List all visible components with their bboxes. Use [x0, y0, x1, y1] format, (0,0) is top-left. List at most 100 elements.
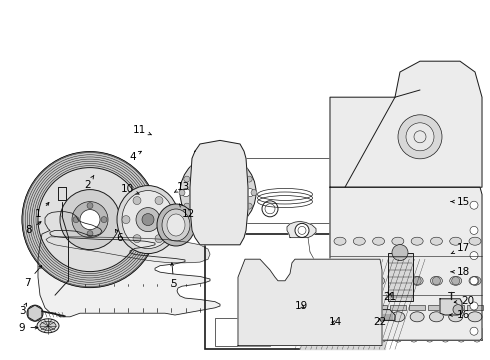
Bar	[351, 305, 368, 310]
Circle shape	[136, 208, 160, 231]
Circle shape	[190, 165, 246, 221]
Circle shape	[374, 331, 382, 339]
Circle shape	[410, 334, 418, 342]
Circle shape	[155, 235, 163, 243]
Text: 11: 11	[133, 125, 151, 135]
Ellipse shape	[392, 276, 404, 285]
Circle shape	[166, 216, 174, 224]
Circle shape	[331, 334, 339, 342]
Polygon shape	[287, 221, 316, 238]
Ellipse shape	[334, 237, 346, 245]
Text: 4: 4	[129, 151, 142, 162]
Ellipse shape	[157, 204, 195, 246]
Ellipse shape	[372, 276, 385, 285]
Polygon shape	[300, 259, 385, 349]
Polygon shape	[330, 187, 482, 340]
Polygon shape	[190, 140, 248, 245]
Circle shape	[251, 190, 257, 195]
Ellipse shape	[333, 312, 347, 322]
Ellipse shape	[430, 276, 442, 285]
Circle shape	[22, 152, 158, 288]
Ellipse shape	[449, 312, 463, 322]
Polygon shape	[440, 299, 462, 315]
Circle shape	[197, 166, 203, 172]
Circle shape	[244, 331, 252, 339]
Bar	[330, 328, 482, 340]
Polygon shape	[238, 259, 382, 346]
Circle shape	[453, 305, 463, 315]
Bar	[428, 305, 444, 310]
Circle shape	[233, 166, 239, 172]
Bar	[370, 305, 387, 310]
Circle shape	[180, 154, 256, 231]
Ellipse shape	[167, 214, 185, 236]
Text: 17: 17	[451, 243, 470, 254]
Bar	[409, 305, 425, 310]
Ellipse shape	[353, 276, 365, 285]
Circle shape	[471, 277, 479, 285]
Text: 6: 6	[116, 229, 123, 243]
Text: 21: 21	[383, 292, 396, 302]
Circle shape	[230, 208, 238, 216]
Circle shape	[287, 331, 295, 339]
Circle shape	[133, 235, 141, 243]
Circle shape	[122, 216, 130, 224]
Ellipse shape	[450, 276, 462, 285]
Circle shape	[394, 277, 402, 285]
Circle shape	[230, 169, 238, 177]
Circle shape	[233, 213, 239, 219]
Text: 3: 3	[19, 303, 26, 316]
Ellipse shape	[410, 312, 424, 322]
Bar	[448, 305, 464, 310]
Circle shape	[182, 189, 190, 197]
Circle shape	[246, 176, 252, 182]
Circle shape	[192, 215, 208, 231]
Circle shape	[413, 277, 421, 285]
Polygon shape	[296, 303, 308, 317]
Text: 15: 15	[451, 197, 470, 207]
Circle shape	[298, 306, 306, 314]
Circle shape	[87, 203, 93, 208]
Polygon shape	[38, 212, 220, 317]
Circle shape	[406, 123, 434, 151]
Circle shape	[60, 190, 120, 249]
Ellipse shape	[450, 237, 462, 245]
Ellipse shape	[469, 276, 481, 285]
Circle shape	[336, 277, 344, 285]
Bar	[245, 158, 345, 223]
Circle shape	[441, 334, 449, 342]
Circle shape	[80, 210, 100, 230]
Bar	[388, 253, 413, 301]
Ellipse shape	[162, 209, 190, 241]
Circle shape	[133, 197, 141, 204]
Circle shape	[394, 334, 402, 342]
Circle shape	[398, 115, 442, 159]
Bar	[467, 305, 483, 310]
Circle shape	[374, 277, 383, 285]
Ellipse shape	[469, 237, 481, 245]
Ellipse shape	[40, 321, 56, 330]
Circle shape	[470, 327, 478, 335]
Ellipse shape	[353, 237, 365, 245]
Circle shape	[295, 224, 309, 237]
Circle shape	[232, 159, 244, 172]
Circle shape	[203, 177, 233, 208]
Circle shape	[452, 277, 460, 285]
Circle shape	[266, 331, 274, 339]
Text: 2: 2	[84, 175, 94, 190]
Bar	[205, 234, 385, 349]
Circle shape	[352, 331, 360, 339]
Circle shape	[331, 331, 339, 339]
Ellipse shape	[37, 319, 59, 333]
Circle shape	[243, 291, 267, 314]
Polygon shape	[346, 340, 360, 345]
Ellipse shape	[392, 237, 404, 245]
Circle shape	[392, 244, 408, 261]
Text: 1: 1	[35, 203, 49, 219]
Circle shape	[470, 302, 478, 310]
Circle shape	[72, 202, 108, 238]
Polygon shape	[28, 305, 42, 321]
Circle shape	[142, 213, 154, 226]
Ellipse shape	[468, 312, 482, 322]
Circle shape	[246, 203, 252, 209]
